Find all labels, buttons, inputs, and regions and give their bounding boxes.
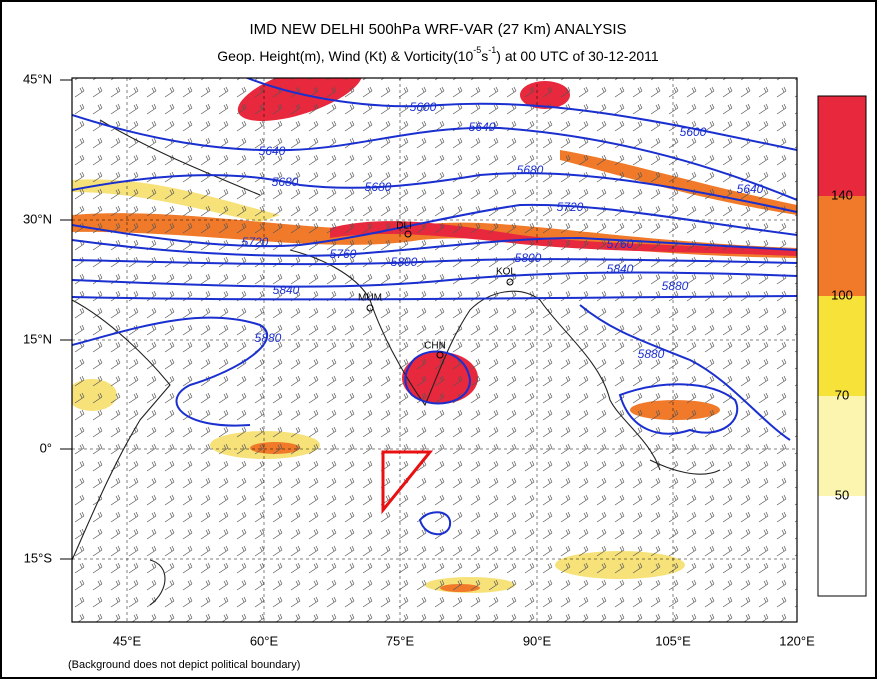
contour xyxy=(72,258,797,266)
colorbar-segment xyxy=(818,496,866,596)
lon-label: 45°E xyxy=(113,633,142,648)
contour-label: 5640 xyxy=(259,144,286,158)
city-marker xyxy=(436,351,444,359)
city-marker xyxy=(404,230,412,238)
lon-label: 60°E xyxy=(250,633,279,648)
gridlines xyxy=(72,78,797,622)
city-label: MUM xyxy=(358,293,382,304)
colorbar-segment xyxy=(818,196,866,296)
colorbar-label: 140 xyxy=(831,187,853,202)
city-label: CHN xyxy=(424,341,446,352)
wind-barbs xyxy=(72,78,797,622)
city-labels: DLI KOL MUM CHN xyxy=(358,221,516,359)
contour xyxy=(418,511,452,536)
contour-label: 5800 xyxy=(515,251,542,265)
contour-label: 5600 xyxy=(680,125,707,139)
contour-label: 5720 xyxy=(557,200,584,214)
contour-label: 5840 xyxy=(607,262,634,276)
contour-label: 5760 xyxy=(607,237,634,251)
contour-label: 5840 xyxy=(273,283,300,297)
contour xyxy=(579,304,791,441)
contour-labels: 5600 5640 5600 5640 5680 5680 5680 5640 … xyxy=(242,100,764,361)
contour xyxy=(72,114,797,201)
contour xyxy=(72,316,268,427)
contour xyxy=(72,236,797,257)
colorbar-border xyxy=(817,95,867,597)
contour-label: 5640 xyxy=(737,182,764,196)
lat-label: 15°S xyxy=(24,550,53,565)
contour xyxy=(72,172,797,213)
lat-label: 45°N xyxy=(23,71,52,86)
city-marker xyxy=(366,304,374,312)
contour xyxy=(72,271,797,288)
colorbar-segment xyxy=(818,96,866,196)
title: IMD NEW DELHI 500hPa WRF-VAR (27 Km) ANA… xyxy=(249,21,626,38)
subtitle: Geop. Height(m), Wind (Kt) & Vorticity(1… xyxy=(217,45,659,63)
lat-labels: 45°N 30°N 15°N 0° 15°S xyxy=(23,71,72,565)
colorbar: 140 100 70 50 xyxy=(817,95,867,597)
coastline xyxy=(99,119,261,196)
subtitle-sup: -5 xyxy=(473,45,481,55)
lat-label: 30°N xyxy=(23,211,52,226)
city-label: KOL xyxy=(496,267,516,278)
contour xyxy=(72,295,797,301)
contour-label: 5880 xyxy=(255,331,282,345)
contour xyxy=(404,350,472,405)
lat-label: 15°N xyxy=(23,331,52,346)
marked-triangle xyxy=(381,450,434,515)
map-border xyxy=(71,77,798,623)
coastline xyxy=(649,459,721,475)
colorbar-segment xyxy=(818,396,866,496)
contour-label: 5680 xyxy=(517,163,544,177)
colorbar-label: 70 xyxy=(835,387,849,402)
contour xyxy=(618,383,739,435)
contour-label: 5680 xyxy=(365,180,392,194)
subtitle-part: ) at 00 UTC of 30-12-2011 xyxy=(496,48,659,64)
subtitle-part: s xyxy=(481,48,488,64)
contour-label: 5880 xyxy=(662,279,689,293)
colorbar-segment xyxy=(818,296,866,396)
subtitle-sup: -1 xyxy=(488,45,496,55)
contour-label: 5880 xyxy=(638,347,665,361)
map-area: 5600 5640 5600 5640 5680 5680 5680 5640 … xyxy=(72,78,797,622)
contour-label: 5600 xyxy=(410,100,437,114)
contour-label: 5640 xyxy=(469,120,496,134)
city-label: DLI xyxy=(396,221,412,232)
contour xyxy=(72,203,797,248)
contour-label: 5800 xyxy=(391,255,418,269)
coastline xyxy=(149,559,166,606)
height-contours xyxy=(72,78,797,536)
contour-label: 5720 xyxy=(242,235,269,249)
lon-label: 90°E xyxy=(523,633,552,648)
contour-label: 5680 xyxy=(272,175,299,189)
contour xyxy=(244,78,797,151)
lon-label: 105°E xyxy=(655,633,691,648)
colorbar-label: 50 xyxy=(835,487,849,502)
lon-label: 75°E xyxy=(386,633,415,648)
city-marker xyxy=(506,278,514,286)
lat-label: 0° xyxy=(40,440,52,455)
lon-label: 120°E xyxy=(779,633,815,648)
lon-labels: 45°E 60°E 75°E 90°E 105°E 120°E xyxy=(113,633,815,648)
contour-label: 5760 xyxy=(330,247,357,261)
subtitle-part: Geop. Height(m), Wind (Kt) & Vorticity(1… xyxy=(217,48,473,64)
colorbar-label: 100 xyxy=(831,287,853,302)
coastline xyxy=(72,299,171,561)
footnote: (Background does not depict political bo… xyxy=(68,659,300,671)
